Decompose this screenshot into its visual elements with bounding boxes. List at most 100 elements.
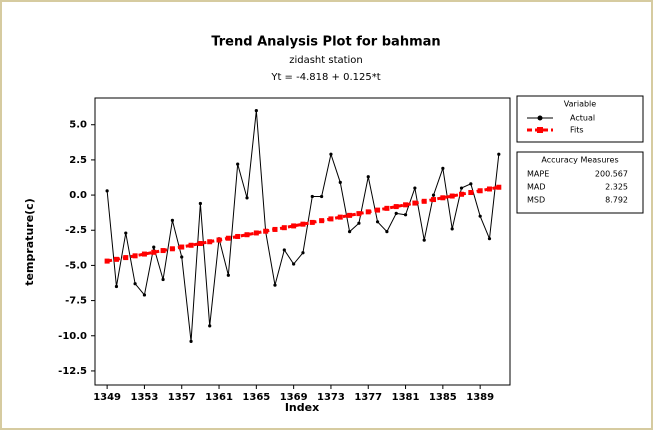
accuracy-name: MSD <box>527 196 545 205</box>
x-tick-label: 1381 <box>392 392 420 403</box>
actual-marker <box>366 175 370 179</box>
fit-marker <box>393 204 399 210</box>
x-tick-label: 1377 <box>354 392 382 403</box>
x-tick-label: 1389 <box>466 392 494 403</box>
fit-marker <box>244 232 250 238</box>
actual-marker <box>226 273 230 277</box>
actual-marker <box>413 186 417 190</box>
actual-marker <box>208 324 212 328</box>
actual-marker <box>385 230 389 234</box>
x-axis-label: Index <box>285 401 319 414</box>
x-tick-label: 1369 <box>280 392 308 403</box>
y-tick-label: 2.5 <box>69 155 87 166</box>
accuracy-box <box>516 151 644 214</box>
x-tick-label: 1349 <box>93 392 121 403</box>
actual-marker <box>329 152 333 156</box>
fit-marker <box>272 226 278 232</box>
legend-label: Fits <box>570 126 584 135</box>
y-tick-label: -2.5 <box>65 225 87 236</box>
actual-marker <box>292 262 296 266</box>
fit-marker <box>132 253 138 259</box>
fit-marker <box>235 233 241 239</box>
fit-marker <box>468 190 474 196</box>
fit-marker <box>403 202 409 208</box>
fit-marker <box>356 211 362 217</box>
fit-marker <box>291 223 297 229</box>
fit-marker <box>225 235 231 241</box>
x-tick-label: 1385 <box>429 392 457 403</box>
fit-marker <box>113 256 119 262</box>
actual-marker <box>180 255 184 259</box>
accuracy-name: MAD <box>527 183 546 192</box>
actual-marker <box>310 194 314 199</box>
fit-marker <box>486 186 492 192</box>
chart-title: Trend Analysis Plot for bahman <box>211 35 440 50</box>
fit-marker <box>459 191 465 197</box>
fit-marker <box>188 242 194 248</box>
actual-marker <box>254 109 258 113</box>
fit-marker <box>384 205 390 211</box>
actual-marker <box>189 339 193 343</box>
accuracy-value: 200.567 <box>595 170 628 179</box>
fit-marker <box>197 241 203 247</box>
x-tick-label: 1365 <box>242 392 270 403</box>
actual-marker <box>497 152 501 156</box>
fit-marker <box>151 249 157 255</box>
accuracy-value: 2.325 <box>605 183 628 192</box>
actual-marker <box>357 221 361 225</box>
actual-marker <box>459 186 464 190</box>
fit-marker <box>431 197 437 203</box>
actual-marker <box>161 277 165 282</box>
actual-marker <box>469 182 473 186</box>
fit-marker <box>179 244 185 250</box>
fit-marker <box>207 239 213 245</box>
fit-marker <box>440 195 446 201</box>
fit-marker <box>496 184 502 190</box>
actual-marker <box>152 245 156 249</box>
fit-marker <box>421 198 427 204</box>
x-tick-label: 1373 <box>317 392 345 403</box>
actual-marker <box>422 238 426 242</box>
equation: Yt = -4.818 + 0.125*t <box>270 72 380 83</box>
fit-marker <box>263 228 269 234</box>
plot-area <box>94 97 511 386</box>
fit-marker <box>281 225 287 231</box>
y-tick-label: 5.0 <box>69 120 87 131</box>
actual-marker <box>236 162 240 166</box>
actual-marker <box>394 211 398 215</box>
fit-marker <box>253 230 259 236</box>
fit-marker <box>216 237 222 243</box>
actual-marker <box>273 283 277 287</box>
fit-marker <box>365 209 371 215</box>
actual-marker <box>347 230 352 234</box>
actual-marker <box>403 213 408 217</box>
fit-marker <box>328 216 334 222</box>
actual-marker <box>142 293 147 297</box>
fit-marker <box>347 212 353 218</box>
actual-marker <box>114 284 119 289</box>
actual-marker <box>450 227 454 231</box>
actual-marker <box>124 231 128 235</box>
actual-marker <box>105 189 109 193</box>
fit-marker <box>412 200 418 206</box>
y-tick-label: -10.0 <box>58 331 87 342</box>
fit-marker <box>300 221 306 227</box>
x-tick-label: 1357 <box>168 392 196 403</box>
legend-title: Variable <box>564 100 596 109</box>
accuracy-title: Accuracy Measures <box>541 156 618 165</box>
fit-marker <box>169 246 175 252</box>
fit-marker <box>319 218 325 224</box>
accuracy-value: 8.792 <box>605 196 628 205</box>
actual-marker <box>301 251 305 255</box>
subtitle: zidasht station <box>289 55 363 66</box>
y-tick-label: -12.5 <box>58 366 87 377</box>
actual-marker <box>441 166 445 170</box>
fit-marker <box>337 214 343 220</box>
legend-marker <box>537 115 543 121</box>
fit-marker <box>375 207 381 213</box>
fit-marker <box>141 251 147 257</box>
legend-label: Actual <box>570 114 595 123</box>
accuracy-name: MAPE <box>527 170 549 179</box>
